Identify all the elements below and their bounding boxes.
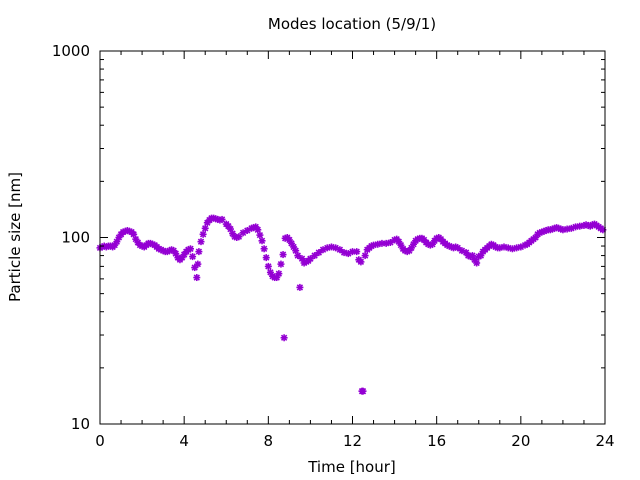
data-point: [353, 248, 361, 256]
data-point: [296, 283, 304, 291]
plot-frame: [99, 50, 606, 425]
data-point: [194, 260, 202, 268]
data-point: [197, 238, 205, 246]
data-point: [500, 243, 508, 251]
data-point: [306, 255, 314, 263]
x-tick-label: 0: [95, 432, 105, 450]
data-point: [262, 254, 270, 262]
x-tick-label: 4: [179, 432, 189, 450]
y-axis-label: Particle size [nm]: [6, 172, 24, 302]
axis-ticks: 0 4 8 12 16 20 24 10 100 1000: [52, 42, 615, 450]
chart-title: Modes location (5/9/1): [268, 15, 436, 33]
x-axis-label: Time [hour]: [307, 458, 396, 476]
data-point: [201, 224, 209, 232]
data-point: [357, 258, 365, 266]
data-point: [361, 252, 369, 260]
data-point: [294, 252, 302, 260]
data-point: [193, 274, 201, 282]
data-points: [96, 214, 607, 395]
data-point: [280, 334, 288, 342]
data-point: [275, 270, 283, 278]
x-tick-label: 20: [511, 432, 530, 450]
x-tick-label: 24: [595, 432, 614, 450]
x-tick-label: 16: [427, 432, 446, 450]
data-point: [359, 387, 367, 395]
data-point: [218, 215, 226, 223]
y-tick-label: 10: [71, 415, 90, 433]
data-point: [260, 245, 268, 253]
data-point: [239, 229, 247, 237]
data-point: [256, 231, 264, 239]
y-tick-label: 1000: [52, 42, 90, 60]
x-tick-label: 8: [264, 432, 274, 450]
data-point: [264, 262, 272, 270]
data-point: [279, 251, 287, 259]
data-point: [277, 260, 285, 268]
data-point: [186, 245, 194, 253]
data-point: [258, 237, 266, 245]
data-point: [315, 249, 323, 257]
y-tick-label: 100: [61, 229, 90, 247]
data-point: [199, 230, 207, 238]
x-tick-label: 12: [343, 432, 362, 450]
data-point: [189, 253, 197, 261]
data-point: [563, 225, 571, 233]
data-point: [195, 248, 203, 256]
data-point: [336, 246, 344, 254]
data-point: [473, 259, 481, 267]
